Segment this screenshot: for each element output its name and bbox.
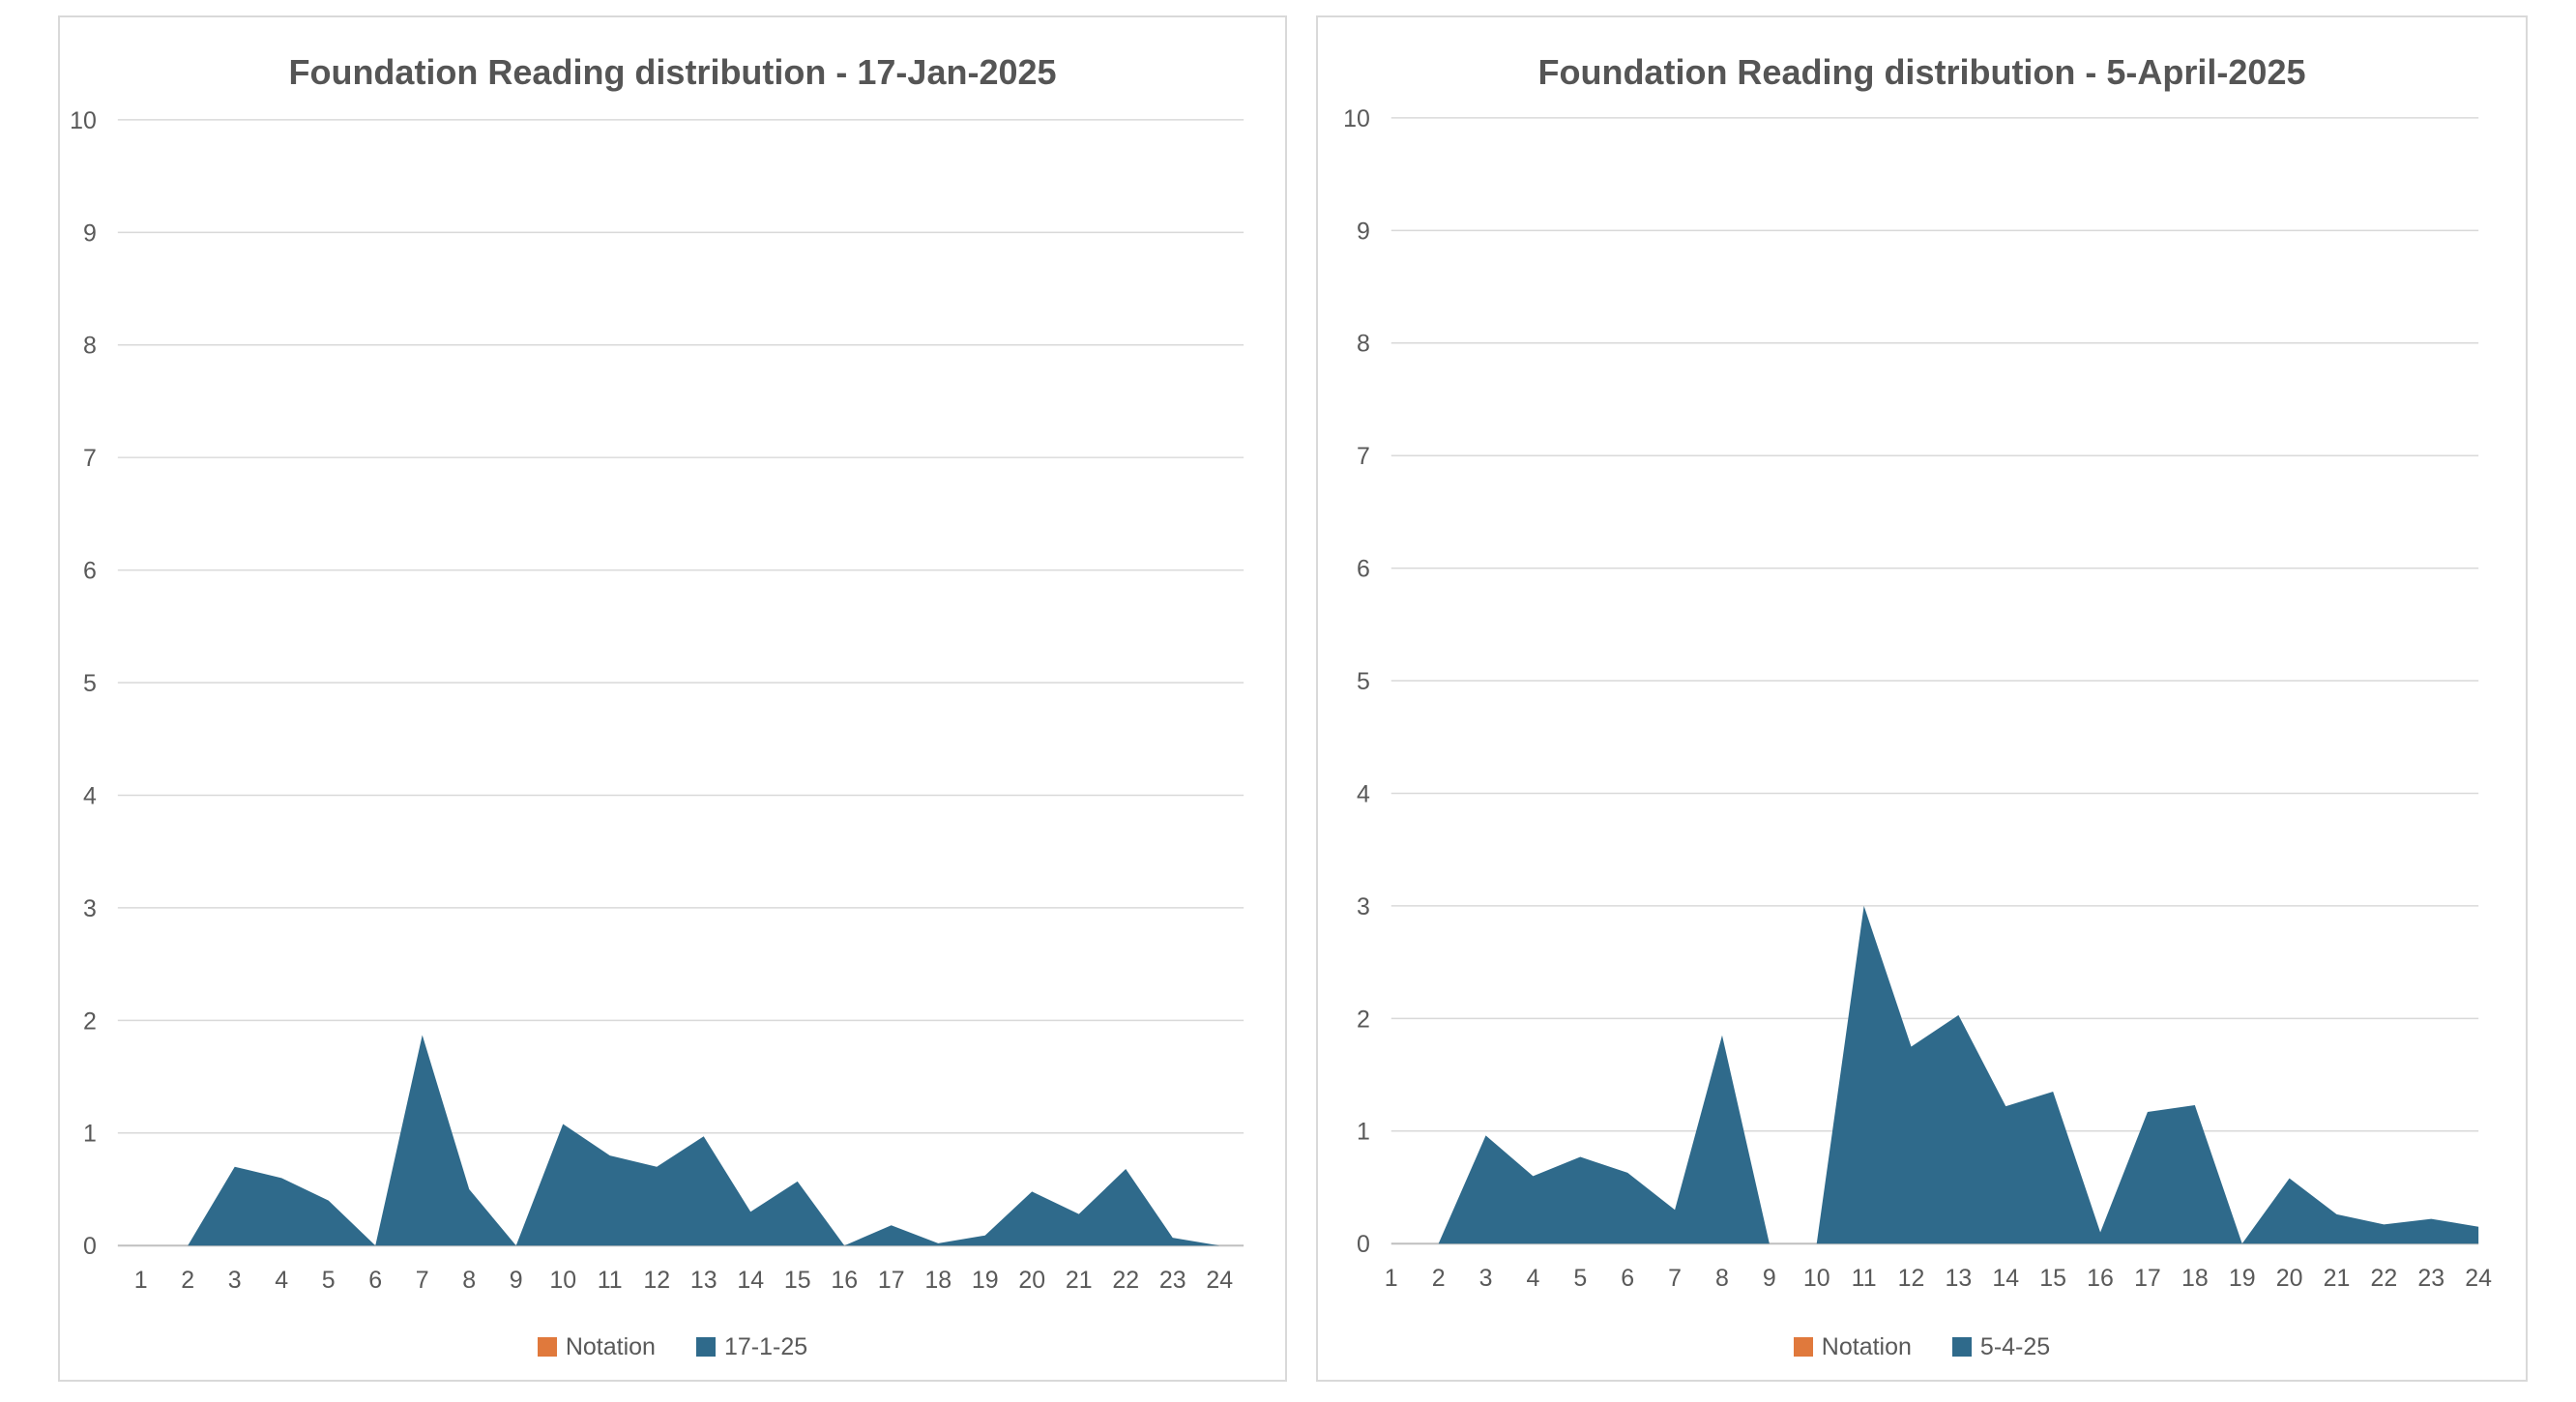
x-tick-label: 15	[784, 1267, 811, 1294]
legend-label: Notation	[1821, 1332, 1912, 1360]
x-tick-label: 16	[2087, 1265, 2114, 1292]
y-tick-label: 10	[1343, 105, 1370, 132]
x-tick-label: 21	[1066, 1267, 1093, 1294]
x-tick-label: 3	[1479, 1265, 1493, 1292]
x-tick-label: 7	[416, 1267, 429, 1294]
y-tick-label: 9	[83, 219, 97, 247]
x-tick-label: 13	[690, 1267, 717, 1294]
x-tick-label: 10	[1803, 1265, 1830, 1292]
x-tick-label: 18	[2181, 1265, 2209, 1292]
y-tick-label: 6	[1357, 556, 1370, 583]
x-tick-label: 22	[1112, 1267, 1139, 1294]
legend-label: 17-1-25	[723, 1332, 808, 1360]
chart-card-5-april: 0 1 2 3 4 5 6 7 8 9 10 1 2 3 4 5 6 7 8 9 10 11 12 13 14 15 16 17 18 1…	[1316, 15, 2528, 1382]
legend-item-notation: Notation	[1793, 1332, 1912, 1361]
x-tick-label: 9	[510, 1267, 523, 1294]
x-tick-label: 19	[972, 1267, 999, 1294]
chart-title: Foundation Reading distribution - 17-Jan…	[288, 52, 1057, 92]
y-tick-label: 0	[1357, 1231, 1370, 1258]
x-tick-label: 14	[737, 1267, 764, 1294]
x-tick-label: 23	[2417, 1265, 2444, 1292]
y-tick-label: 3	[1357, 893, 1370, 920]
y-tick-label: 5	[1357, 668, 1370, 695]
x-tick-label: 24	[1206, 1267, 1233, 1294]
x-tick-label: 4	[275, 1267, 288, 1294]
y-tick-label: 4	[83, 782, 97, 809]
legend-swatch-notation	[1793, 1337, 1813, 1357]
x-tick-label: 3	[228, 1267, 242, 1294]
x-tick-label: 7	[1668, 1265, 1682, 1292]
y-tick-label: 4	[1357, 780, 1370, 807]
x-tick-label: 11	[1852, 1265, 1877, 1292]
x-tick-label: 20	[2276, 1265, 2303, 1292]
chart-card-17-jan: 0 1 2 3 4 5 6 7 8 9 10 1 2 3 4 5 6 7 8 9 10 11 12 13 14 15 16 17 18 1…	[58, 15, 1287, 1382]
y-tick-label: 5	[83, 670, 97, 697]
x-tick-label: 17	[2134, 1265, 2161, 1292]
x-tick-label: 24	[2465, 1265, 2492, 1292]
x-tick-label: 6	[368, 1267, 382, 1294]
legend-swatch-series	[695, 1337, 716, 1357]
legend-item-series: 5-4-25	[1951, 1332, 2051, 1361]
chart-title: Foundation Reading distribution - 5-Apri…	[1537, 52, 2306, 92]
x-tick-label: 1	[1385, 1265, 1398, 1292]
x-tick-label: 6	[1621, 1265, 1634, 1292]
y-tick-label: 3	[83, 895, 97, 922]
x-tick-label: 8	[462, 1267, 476, 1294]
x-tick-label: 11	[598, 1267, 623, 1294]
legend-label: 5-4-25	[1979, 1332, 2051, 1360]
x-tick-label: 2	[1432, 1265, 1446, 1292]
legend-item-notation: Notation	[537, 1332, 656, 1361]
x-tick-label: 23	[1159, 1267, 1186, 1294]
x-tick-label: 4	[1526, 1265, 1539, 1292]
y-tick-label: 8	[83, 333, 97, 360]
x-tick-label: 14	[1992, 1265, 2019, 1292]
y-tick-label: 9	[1357, 218, 1370, 245]
x-tick-label: 5	[322, 1267, 336, 1294]
x-tick-label: 12	[1898, 1265, 1925, 1292]
x-tick-label: 22	[2371, 1265, 2398, 1292]
y-tick-label: 2	[1357, 1006, 1370, 1033]
x-tick-label: 8	[1715, 1265, 1729, 1292]
y-tick-label: 7	[1357, 443, 1370, 470]
x-tick-label: 5	[1573, 1265, 1587, 1292]
x-tick-label: 2	[181, 1267, 194, 1294]
x-tick-label: 17	[878, 1267, 905, 1294]
legend-swatch-notation	[537, 1337, 557, 1357]
y-tick-label: 7	[83, 445, 97, 472]
x-tick-label: 20	[1018, 1267, 1045, 1294]
legend-swatch-series	[1951, 1337, 1972, 1357]
x-tick-label: 10	[549, 1267, 576, 1294]
area-series	[140, 1035, 1220, 1246]
y-tick-label: 0	[83, 1233, 97, 1260]
y-tick-label: 1	[1357, 1119, 1370, 1146]
chart-legend: Notation 5-4-25	[1318, 1331, 2526, 1362]
area-series	[1390, 905, 2479, 1244]
x-tick-label: 15	[2039, 1265, 2066, 1292]
x-tick-label: 18	[924, 1267, 951, 1294]
legend-item-series: 17-1-25	[695, 1332, 808, 1361]
x-tick-label: 21	[2324, 1265, 2351, 1292]
chart-legend: Notation 17-1-25	[60, 1331, 1285, 1362]
x-tick-label: 19	[2229, 1265, 2256, 1292]
x-tick-label: 9	[1763, 1265, 1776, 1292]
x-tick-label: 16	[831, 1267, 858, 1294]
x-tick-label: 13	[1946, 1265, 1973, 1292]
legend-label: Notation	[565, 1332, 656, 1360]
x-tick-label: 1	[134, 1267, 148, 1294]
y-tick-label: 2	[83, 1008, 97, 1035]
y-tick-label: 8	[1357, 331, 1370, 358]
y-tick-label: 6	[83, 558, 97, 585]
y-tick-label: 10	[70, 107, 97, 134]
x-tick-label: 12	[643, 1267, 670, 1294]
y-tick-label: 1	[83, 1121, 97, 1148]
